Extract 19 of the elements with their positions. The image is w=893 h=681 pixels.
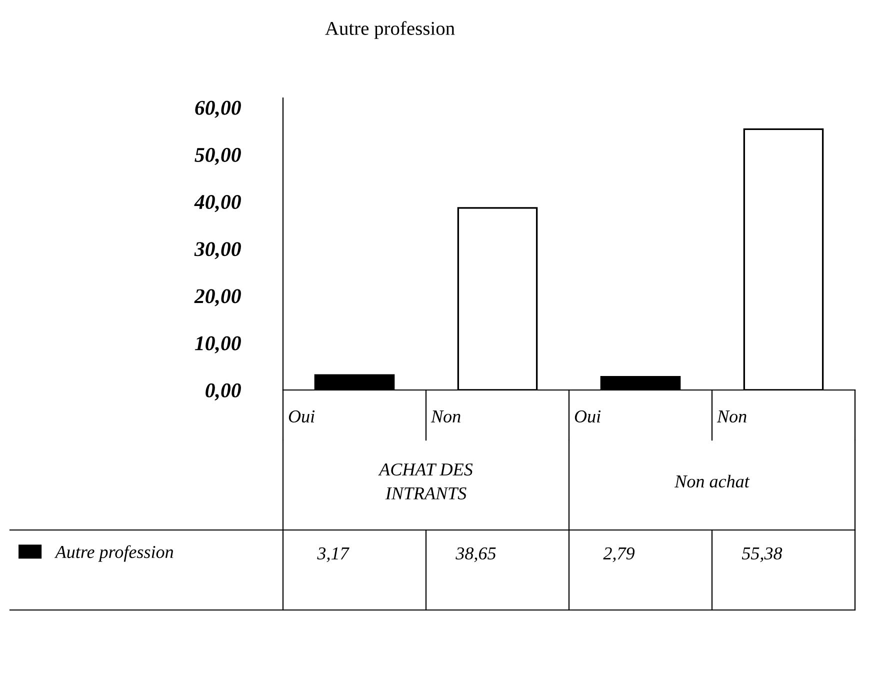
text: Non achat — [674, 474, 750, 488]
y-tick-label: 0,00 — [206, 383, 241, 400]
y-tick-label: 50,00 — [194, 148, 241, 165]
text: ACHAT DES INTRANTS — [378, 463, 473, 500]
data-label: 55,38 — [742, 547, 782, 562]
data-label: 2,79 — [603, 547, 635, 562]
y-tick-label: 10,00 — [194, 336, 241, 354]
chart-title: Autre profession — [325, 21, 455, 39]
y-tick-label: 30,00 — [194, 242, 241, 260]
legend-label: Autre profession — [54, 545, 174, 562]
x-tick-label: Non — [430, 410, 460, 423]
x-tick-label: Non — [716, 410, 746, 423]
y-tick-label: 40,00 — [194, 194, 241, 212]
data-label: 3,17 — [317, 547, 350, 562]
x-tick-label: Oui — [288, 410, 315, 423]
y-tick-label: 20,00 — [194, 289, 241, 306]
y-tick-label: 60,00 — [195, 100, 241, 118]
x-tick-label: Oui — [574, 410, 601, 423]
data-label: 38,65 — [456, 547, 496, 562]
